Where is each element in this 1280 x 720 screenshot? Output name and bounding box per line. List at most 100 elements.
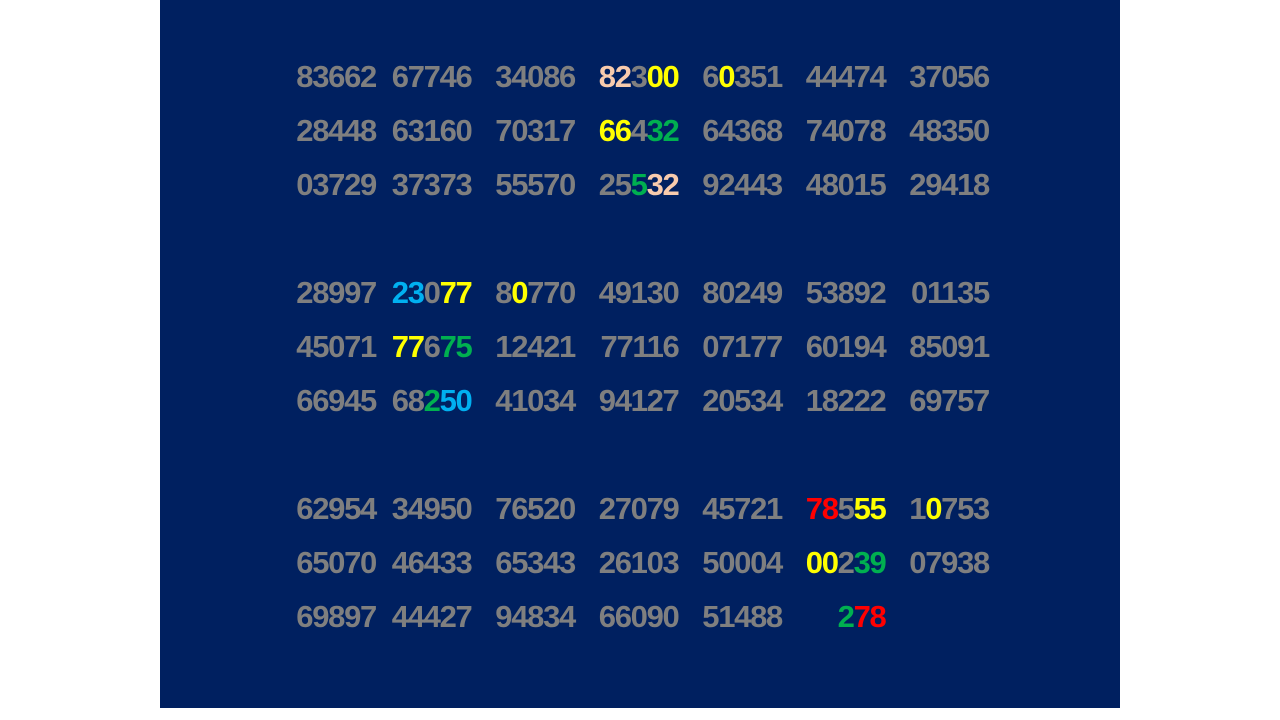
digit-segment: 01135 [911,275,990,310]
digit-segment: 49130 [598,275,680,310]
number-block: 62954 34950 76520 27079 45721 78555 10753 65070… [280,488,997,650]
digit-segment: 00 [805,545,839,580]
digit-segment: 34950 [391,491,473,526]
number-group: 65343 [480,542,584,596]
number-group: 07177 [687,326,791,380]
digit-segment: 45071 [296,329,377,364]
number-group: 01135 [894,272,998,326]
number-group: 26103 [583,542,687,596]
digit-segment: 1 [909,491,926,526]
digit-segment: 12421 [495,329,576,364]
digit-segment: 70317 [495,113,576,148]
number-block: 28997 23077 80770 49130 80249 53892 01135 45071… [280,272,997,434]
digit-segment: 351 [734,59,783,94]
digit-segment: 69757 [909,383,990,418]
number-group: 28448 [280,110,377,164]
digit-segment: 77 [391,329,425,364]
digit-segment: 28997 [296,275,377,310]
digit-segment: 50 [439,383,473,418]
number-row: 28997 23077 80770 49130 80249 53892 01135 [280,272,997,326]
number-group: 53892 [790,272,894,326]
digit-segment: 44427 [391,599,473,634]
digit-segment: 37056 [909,59,990,94]
number-group: 63160 [376,110,480,164]
digit-segment: 77 [439,275,473,310]
digit-segment: 07938 [909,545,990,580]
digit-segment: 77116 [600,329,680,364]
digit-segment: 85091 [909,329,990,364]
digit-segment: 37373 [391,167,473,202]
digit-segment: 8 [495,275,512,310]
number-row: 69897 44427 94834 66090 51488 278 [280,596,997,650]
number-group: 78555 [790,488,894,542]
digit-segment: 65343 [495,545,576,580]
number-group: 66945 [280,380,377,434]
number-group: 41034 [480,380,584,434]
number-group: 80770 [480,272,584,326]
digit-segment: 41034 [495,383,576,418]
number-group: 80249 [687,272,791,326]
digit-segment: 27079 [598,491,680,526]
number-group: 69897 [280,596,377,650]
digit-segment: 2 [837,599,855,634]
digit-segment: 75 [439,329,473,364]
number-group: 48015 [790,164,894,218]
digit-segment: 0 [925,491,942,526]
digit-segment: 39 [853,545,887,580]
digit-segment: 753 [941,491,990,526]
number-group: 45721 [687,488,791,542]
number-row: 62954 34950 76520 27079 45721 78555 10753 [280,488,997,542]
number-group: 34086 [480,56,584,110]
number-group: 12421 [480,326,584,380]
number-group: 66432 [583,110,687,164]
digit-segment: 48015 [805,167,887,202]
number-row: 45071 77675 12421 77116 07177 60194 85091 [280,326,997,380]
number-group: 34950 [376,488,480,542]
number-group: 25532 [583,164,687,218]
number-group: 45071 [280,326,377,380]
digit-segment: 3 [630,59,648,94]
digit-segment: 60194 [805,329,887,364]
digit-segment: 0 [718,59,735,94]
digit-segment: 66 [598,113,632,148]
number-group: 85091 [894,326,998,380]
number-group: 64368 [687,110,791,164]
number-group: 46433 [376,542,480,596]
number-group: 37056 [894,56,998,110]
number-group: 20534 [687,380,791,434]
digit-segment: 92443 [702,167,783,202]
digit-segment: 67746 [391,59,473,94]
digit-segment: 62954 [296,491,377,526]
number-group: 18222 [790,380,894,434]
number-group: 00239 [790,542,894,596]
digit-segment: 25 [598,167,632,202]
digit-segment: 34086 [495,59,576,94]
number-group: 48350 [894,110,998,164]
digit-segment: 55 [853,491,887,526]
number-group: 65070 [280,542,377,596]
digit-segment: 66090 [598,599,680,634]
number-group: 55570 [480,164,584,218]
digit-segment: 51488 [702,599,783,634]
number-group: 29418 [894,164,998,218]
digit-segment: 26103 [598,545,680,580]
digit-segment: 28448 [296,113,377,148]
digit-segment: 94127 [598,383,680,418]
number-group: 10753 [894,488,998,542]
digit-segment: 5 [630,167,648,202]
number-group: 83662 [280,56,377,110]
number-block: 83662 67746 34086 82300 60351 44474 37056 28448… [280,56,997,218]
number-group: 27079 [583,488,687,542]
digit-segment: 55570 [495,167,576,202]
number-group: 50004 [687,542,791,596]
digit-segment: 0 [423,275,441,310]
number-group: 92443 [687,164,791,218]
digit-segment: 00 [646,59,680,94]
digit-segment: 44474 [805,59,887,94]
digit-segment: 68 [391,383,425,418]
number-group: 37373 [376,164,480,218]
number-group: 62954 [280,488,377,542]
digit-segment: 23 [391,275,425,310]
digit-segment: 78 [853,599,887,634]
digit-segment: 29418 [909,167,990,202]
